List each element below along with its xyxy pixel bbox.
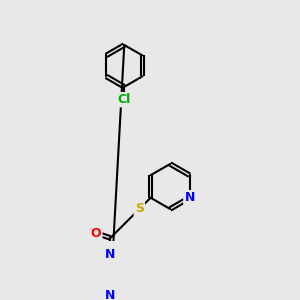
Text: N: N — [105, 248, 116, 260]
Text: O: O — [91, 226, 101, 240]
Text: S: S — [135, 202, 144, 215]
Text: Cl: Cl — [118, 93, 131, 106]
Text: N: N — [105, 289, 116, 300]
Text: N: N — [184, 191, 195, 204]
